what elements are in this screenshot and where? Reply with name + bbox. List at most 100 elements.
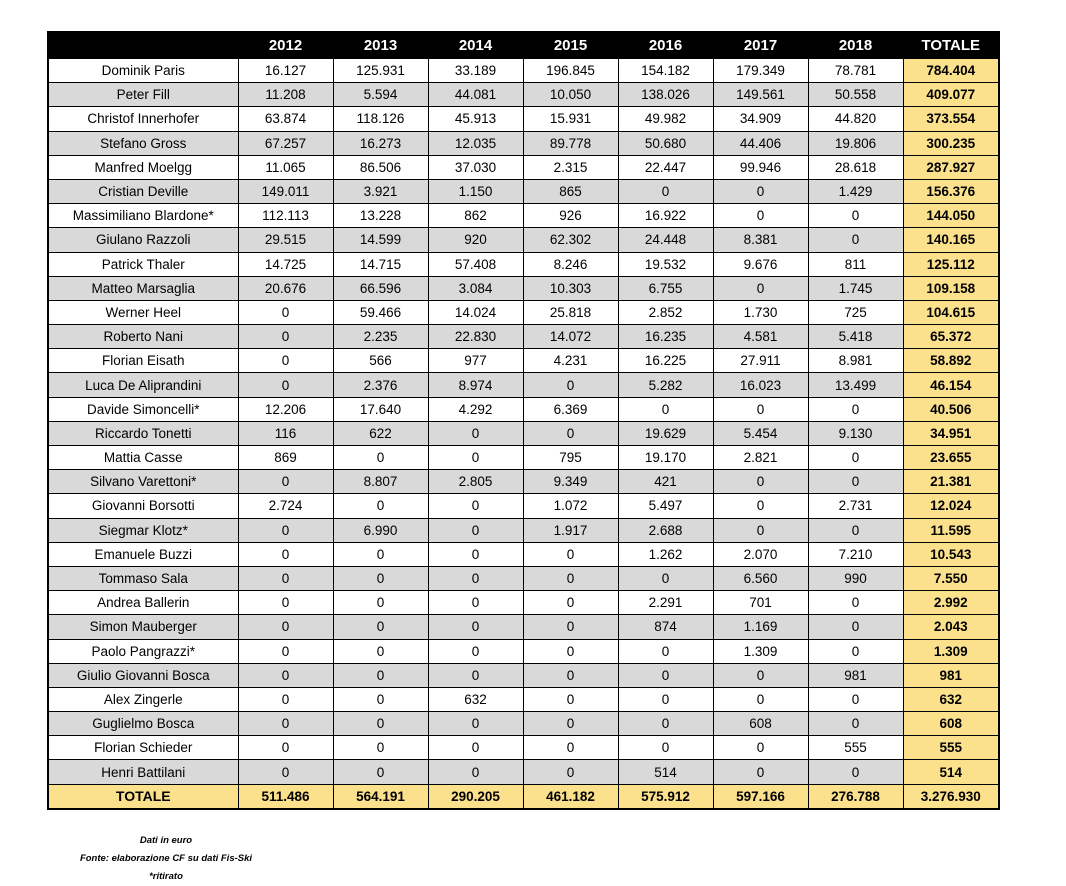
value-cell: 24.448 [617,227,714,253]
value-cell: 12.035 [427,130,524,156]
value-cell: 89.778 [522,130,619,156]
value-cell: 0 [427,614,524,640]
row-total-cell: 156.376 [902,178,1000,205]
row-total-cell: 514 [902,759,1000,785]
value-cell: 16.235 [617,324,714,350]
athlete-name-cell: Emanuele Buzzi [47,541,239,567]
value-cell: 0 [427,565,524,592]
value-cell: 29.515 [237,227,334,253]
value-cell: 0 [332,662,429,688]
table-row: Manfred Moelgg 11.065 86.506 37.030 2.315 22.… [47,154,1000,180]
table-row: Silvano Varettoni* 0 8.807 2.805 9.349 421 0 0 2… [47,469,1000,495]
value-cell: 0 [332,541,429,567]
value-cell: 725 [807,299,904,326]
value-cell: 869 [237,444,334,471]
value-cell: 0 [522,759,619,785]
value-cell: 2.852 [617,299,714,326]
table-row: Henri Battilani 0 0 0 0 514 0 0 514 [47,759,1000,785]
athlete-name-cell: Riccardo Tonetti [47,420,239,447]
athlete-name-cell: Henri Battilani [47,759,239,785]
value-cell: 0 [712,178,809,205]
value-cell: 874 [617,614,714,640]
row-total-cell: 21.381 [902,469,1000,495]
value-cell: 701 [712,590,809,616]
value-cell: 0 [522,565,619,592]
value-cell: 0 [522,686,619,713]
table-row: Matteo Marsaglia 20.676 66.596 3.084 10.303 6… [47,275,1000,301]
athlete-name-cell: Christof Innerhofer [47,106,239,132]
totals-value-cell: 511.486 [237,783,334,810]
value-cell: 0 [522,590,619,616]
totals-value-cell: 597.166 [712,783,809,810]
header-cell-totale: TOTALE [902,31,1000,59]
value-cell: 0 [807,759,904,785]
row-total-cell: 104.615 [902,299,1000,326]
value-cell: 22.447 [617,154,714,180]
athlete-name-cell: Davide Simoncelli* [47,396,239,422]
athlete-name-cell: Silvano Varettoni* [47,469,239,495]
table-row: Davide Simoncelli* 12.206 17.640 4.292 6.369… [47,396,1000,422]
header-cell-year-2018: 2018 [807,31,904,59]
value-cell: 0 [427,759,524,785]
value-cell: 22.830 [427,324,524,350]
value-cell: 19.170 [617,444,714,471]
value-cell: 0 [807,614,904,640]
value-cell: 138.026 [617,82,714,108]
value-cell: 0 [237,469,334,495]
footnote-source: Fonte: elaborazione CF su dati Fis-Ski [79,853,253,864]
row-total-cell: 12.024 [902,493,1000,519]
value-cell: 9.349 [522,469,619,495]
value-cell: 0 [427,493,524,519]
value-cell: 28.618 [807,154,904,180]
value-cell: 149.011 [237,178,334,205]
value-cell: 1.429 [807,178,904,205]
totals-row: TOTALE 511.486 564.191 290.205 461.182 575.91… [47,783,1000,810]
value-cell: 0 [807,469,904,495]
value-cell: 2.688 [617,517,714,543]
athlete-name-cell: Siegmar Klotz* [47,517,239,543]
value-cell: 0 [427,638,524,664]
value-cell: 2.070 [712,541,809,567]
value-cell: 0 [237,372,334,398]
value-cell: 0 [522,711,619,737]
value-cell: 0 [617,396,714,422]
value-cell: 0 [237,662,334,688]
value-cell: 2.731 [807,493,904,519]
value-cell: 13.499 [807,372,904,398]
value-cell: 0 [807,711,904,737]
value-cell: 125.931 [332,57,429,84]
value-cell: 2.724 [237,493,334,519]
value-cell: 0 [332,735,429,761]
totals-value-cell: 575.912 [617,783,714,810]
value-cell: 0 [332,759,429,785]
value-cell: 14.024 [427,299,524,326]
value-cell: 0 [332,444,429,471]
value-cell: 0 [237,759,334,785]
value-cell: 0 [807,203,904,229]
totals-label-cell: TOTALE [47,783,239,810]
row-total-cell: 287.927 [902,154,1000,180]
athlete-name-cell: Giulano Razzoli [47,227,239,253]
value-cell: 50.680 [617,130,714,156]
value-cell: 0 [237,614,334,640]
value-cell: 566 [332,348,429,374]
value-cell: 19.532 [617,251,714,277]
athlete-name-cell: Tommaso Sala [47,565,239,592]
value-cell: 0 [617,735,714,761]
value-cell: 0 [427,420,524,447]
value-cell: 0 [712,662,809,688]
value-cell: 0 [427,662,524,688]
athlete-name-cell: Giulio Giovanni Bosca [47,662,239,688]
table-row: Werner Heel 0 59.466 14.024 25.818 2.852 1.730… [47,299,1000,326]
table-row: Cristian Deville 149.011 3.921 1.150 865 0 0 1.… [47,178,1000,205]
table-row: Siegmar Klotz* 0 6.990 0 1.917 2.688 0 0 11.595 [47,517,1000,543]
value-cell: 27.911 [712,348,809,374]
value-cell: 555 [807,735,904,761]
table-row: Alex Zingerle 0 0 632 0 0 0 0 632 [47,686,1000,713]
value-cell: 0 [617,638,714,664]
value-cell: 865 [522,178,619,205]
value-cell: 19.629 [617,420,714,447]
value-cell: 66.596 [332,275,429,301]
table-body: Dominik Paris 16.127 125.931 33.189 196.845 1… [47,57,1000,785]
value-cell: 116 [237,420,334,447]
